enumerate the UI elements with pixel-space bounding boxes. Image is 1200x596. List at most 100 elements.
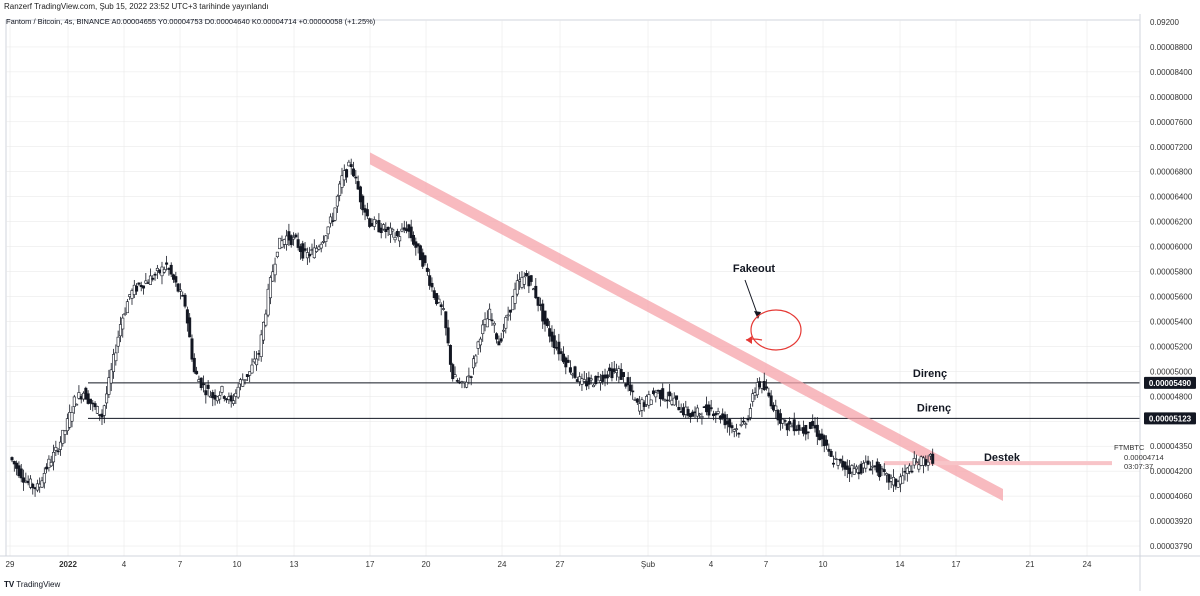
candle-body <box>93 403 97 408</box>
candle-body <box>698 413 702 416</box>
y-tick-label: 0.00005800 <box>1150 268 1193 277</box>
candle-body <box>236 386 240 398</box>
candle-body <box>635 398 639 403</box>
candle-body <box>469 376 473 378</box>
candle-body <box>144 280 148 284</box>
candle-body <box>661 388 665 400</box>
candle-body <box>292 237 296 240</box>
y-tick-label: 0.00003920 <box>1150 517 1193 526</box>
candle-body <box>792 419 796 432</box>
candle-body <box>582 379 586 382</box>
candle-body <box>748 408 752 418</box>
candlestick-chart[interactable]: Direnç Direnç Destek Fakeout 0.09200 0.00008… <box>0 14 1200 591</box>
candle-body <box>165 262 169 265</box>
candle-body <box>797 424 801 431</box>
candle-body <box>393 237 397 241</box>
candle-body <box>451 364 455 380</box>
candle-body <box>312 247 316 259</box>
candle-body <box>377 220 381 233</box>
candle-body <box>504 317 508 329</box>
candle-body <box>910 470 914 473</box>
candle-body <box>855 466 859 470</box>
candle-body <box>485 318 489 328</box>
candle-body <box>199 377 203 389</box>
candle-body <box>116 336 120 347</box>
candle-body <box>878 464 882 478</box>
candle-body <box>121 317 125 330</box>
candle-body <box>859 463 863 474</box>
candle-body <box>866 460 870 465</box>
candle-body <box>268 277 272 299</box>
candle-body <box>587 377 591 385</box>
candle-body <box>714 413 718 416</box>
candle-body <box>474 355 478 364</box>
publish-header: Ranzerf TradingView.com, Şub 15, 2022 23… <box>0 0 1200 14</box>
candle-body <box>328 216 332 224</box>
candle-layer <box>10 158 935 497</box>
candle-body <box>123 313 127 315</box>
candle-body <box>529 275 533 282</box>
y-tick-label: 0.00007600 <box>1150 118 1193 127</box>
candle-body <box>596 376 600 378</box>
candle-body <box>446 327 450 344</box>
candle-body <box>481 324 485 335</box>
candle-body <box>831 462 835 465</box>
x-tick-label: 21 <box>1026 560 1035 569</box>
candle-body <box>63 430 67 435</box>
candle-body <box>294 234 298 238</box>
candle-body <box>202 383 206 386</box>
candle-body <box>439 304 443 307</box>
candle-body <box>412 235 416 245</box>
y-tick-label: 0.00004800 <box>1150 392 1193 401</box>
candle-body <box>423 255 427 264</box>
candle-body <box>751 393 755 402</box>
last-price-countdown: 03:07:37 <box>1124 462 1153 471</box>
candle-body <box>612 368 616 372</box>
candle-body <box>409 226 413 239</box>
candle-body <box>266 288 270 316</box>
candle-body <box>552 335 556 348</box>
y-tick-label: 0.00003790 <box>1150 542 1193 551</box>
publish-line: Ranzerf TradingView.com, Şub 15, 2022 23… <box>4 2 269 11</box>
candle-body <box>868 468 872 471</box>
candle-body <box>453 374 457 378</box>
chart-area[interactable]: Direnç Direnç Destek Fakeout 0.09200 0.00008… <box>0 14 1200 591</box>
candle-body <box>695 407 699 417</box>
candle-body <box>151 277 155 280</box>
legend-symbol-line: Fantom / Bitcoin, 4s, BINANCE A0.0000465… <box>6 17 376 26</box>
candle-body <box>744 423 748 426</box>
candle-body <box>536 296 540 306</box>
candle-body <box>153 273 157 276</box>
candle-body <box>557 341 561 355</box>
candle-body <box>400 228 404 232</box>
candle-body <box>774 405 778 411</box>
candle-body <box>107 377 111 395</box>
candle-body <box>206 384 210 389</box>
candle-body <box>102 405 106 416</box>
candle-body <box>631 390 635 393</box>
resistance-label-lower: Direnç <box>917 402 951 414</box>
candle-body <box>118 324 122 337</box>
candle-body <box>926 461 930 466</box>
candle-body <box>264 313 268 326</box>
y-tick-label: 0.00008800 <box>1150 43 1193 52</box>
y-tick-label: 0.00004200 <box>1150 467 1193 476</box>
candle-body <box>707 404 711 416</box>
tradingview-logo-icon: TV <box>4 580 15 589</box>
x-tick-label: 14 <box>896 560 905 569</box>
candle-body <box>347 161 351 167</box>
candle-body <box>428 275 432 286</box>
candle-body <box>52 451 56 463</box>
x-tick-label: 27 <box>556 560 565 569</box>
candle-body <box>289 235 293 246</box>
candle-body <box>45 466 49 470</box>
candle-body <box>271 271 275 282</box>
candle-body <box>169 264 173 275</box>
candle-body <box>737 432 741 435</box>
candle-body <box>815 424 819 437</box>
candle-body <box>435 293 439 305</box>
candle-body <box>668 391 672 397</box>
y-tick-label: 0.00008000 <box>1150 93 1193 102</box>
candle-body <box>28 478 32 488</box>
candle-body <box>86 393 90 404</box>
